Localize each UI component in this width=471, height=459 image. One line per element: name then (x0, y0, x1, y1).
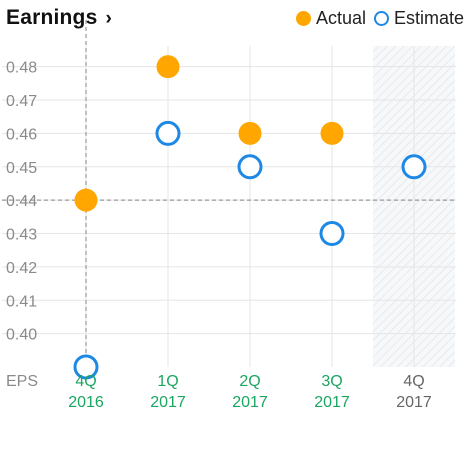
actual-point (156, 55, 180, 79)
legend-estimate: Estimate (373, 8, 464, 29)
estimate-point (73, 354, 99, 380)
legend-estimate-label: Estimate (393, 8, 464, 28)
y-tick-label: 0.46 (6, 126, 37, 143)
y-tick-label: 0.44 (6, 193, 37, 210)
y-tick-label: 0.43 (6, 227, 37, 244)
x-tick-quarter-label: 3Q (321, 373, 342, 390)
y-tick-label: 0.47 (6, 93, 37, 110)
legend-actual-label: Actual (315, 8, 366, 28)
x-tick-quarter-label: 4Q (75, 373, 96, 390)
eps-row-label: EPS (6, 373, 38, 390)
x-tick-year-label: 2017 (232, 394, 268, 411)
x-tick-year-label: 2017 (314, 394, 350, 411)
chevron-right-icon: › (105, 8, 112, 29)
actual-point (74, 188, 98, 212)
y-tick-label: 0.48 (6, 60, 37, 77)
actual-point (238, 121, 262, 145)
chart-legend: Actual Estimate (288, 8, 464, 29)
x-tick-quarter-label: 1Q (157, 373, 178, 390)
y-tick-label: 0.40 (6, 327, 37, 344)
x-tick-year-label: 2017 (396, 394, 432, 411)
y-tick-label: 0.42 (6, 260, 37, 277)
x-tick-quarter-label: 4Q (403, 373, 424, 390)
x-tick-year-label: 2016 (68, 394, 104, 411)
y-tick-label: 0.41 (6, 293, 37, 310)
actual-point (320, 121, 344, 145)
actual-dot-icon (295, 11, 311, 26)
estimate-ring-icon (373, 11, 389, 26)
chart-title: Earnings (6, 6, 98, 29)
legend-actual: Actual (295, 8, 366, 29)
x-tick-year-label: 2017 (150, 394, 186, 411)
estimate-point (237, 154, 263, 180)
estimate-point (155, 120, 181, 146)
chart-header: Earnings › Actual Estimate (6, 6, 466, 34)
estimate-point (401, 154, 427, 180)
earnings-title-link[interactable]: Earnings › (6, 6, 112, 30)
estimate-point (319, 221, 345, 247)
x-tick-quarter-label: 2Q (239, 373, 260, 390)
y-tick-label: 0.45 (6, 160, 37, 177)
